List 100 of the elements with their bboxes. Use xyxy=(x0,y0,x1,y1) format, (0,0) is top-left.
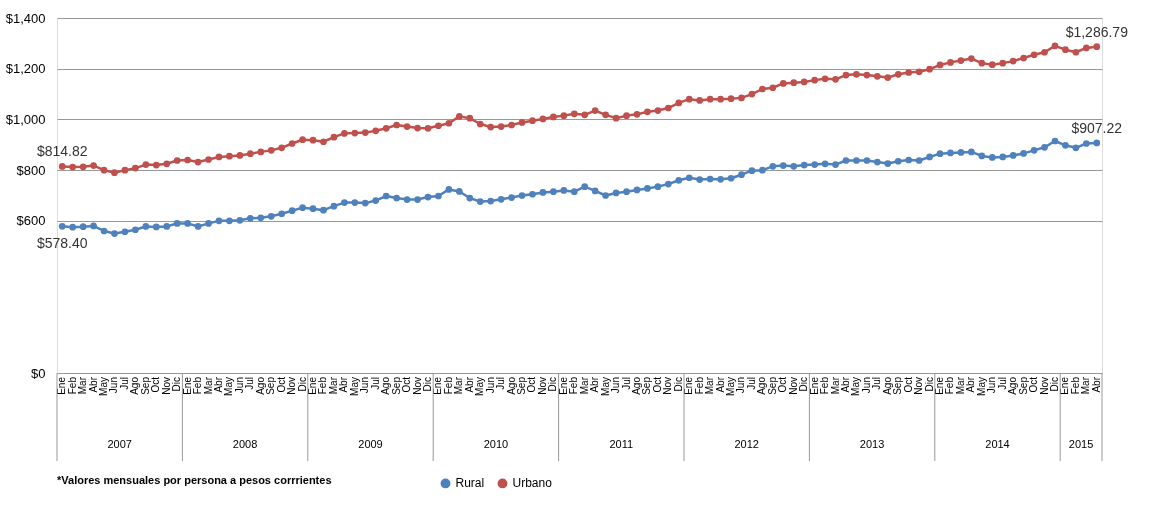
x-tick-label: May xyxy=(474,377,486,396)
x-tick-label: Jun xyxy=(860,377,872,394)
x-tick-label: Abr xyxy=(589,376,601,393)
x-tick-label: Mar xyxy=(327,376,339,395)
x-tick-label: Ago xyxy=(505,376,517,395)
x-tick-label: Feb xyxy=(192,376,204,395)
x-tick-label: Mar xyxy=(578,376,590,395)
y-tick-label: $1,400 xyxy=(5,10,46,26)
x-tick-label: Ene xyxy=(56,376,68,395)
x-tick-label: Ene xyxy=(683,376,695,395)
x-tick-label: Jun xyxy=(359,377,371,394)
x-tick-label: Dic xyxy=(296,377,308,392)
x-tick-label: Sep xyxy=(390,376,402,395)
x-tick-label: Nov xyxy=(160,377,172,395)
data-label: $1,286.79 xyxy=(1065,23,1129,40)
x-tick-label: Sep xyxy=(516,376,528,395)
x-tick-label: Ago xyxy=(1007,376,1019,395)
x-tick-label: Feb xyxy=(66,376,78,395)
x-tick-label: Jun xyxy=(233,377,245,394)
x-tick-label: Ago xyxy=(380,376,392,395)
x-tick-label: Dic xyxy=(421,377,433,392)
x-tick-label: Abr xyxy=(212,376,224,393)
text: 2009 xyxy=(358,438,383,450)
x-tick-label: Oct xyxy=(902,376,914,393)
x-tick-label: Ene xyxy=(1059,376,1071,395)
x-tick-label: Nov xyxy=(286,377,298,395)
x-tick-label: Mar xyxy=(202,376,214,395)
x-tick-label: May xyxy=(850,377,862,396)
x-tick-label: Dic xyxy=(1048,377,1060,392)
x-tick-label: Mar xyxy=(1080,376,1092,395)
x-tick-label: Oct xyxy=(1028,376,1040,393)
x-tick-label: May xyxy=(599,377,611,396)
y-tick-label: $800 xyxy=(16,162,46,178)
y-tick-label: $1,200 xyxy=(5,61,46,77)
x-tick-label: Jul xyxy=(118,377,130,390)
x-tick-label: Ago xyxy=(756,376,768,395)
x-tick-label: Abr xyxy=(87,376,99,393)
x-tick-label: Ene xyxy=(934,376,946,395)
x-tick-label: Nov xyxy=(787,377,799,395)
x-tick-label: Abr xyxy=(463,376,475,393)
x-tick-label: Ene xyxy=(808,376,820,395)
x-tick-label: Jul xyxy=(495,377,507,390)
legend-label: Rural xyxy=(455,476,485,491)
x-tick-label: Jul xyxy=(996,377,1008,390)
x-tick-label: Jun xyxy=(735,377,747,394)
x-tick-label: Abr xyxy=(965,376,977,393)
x-tick-label: Nov xyxy=(536,377,548,395)
x-tick-label: Oct xyxy=(777,376,789,393)
y-tick-label: $600 xyxy=(16,213,46,229)
x-tick-label: Mar xyxy=(954,376,966,395)
x-tick-label: Abr xyxy=(338,376,350,393)
legend-label: Urbano xyxy=(512,476,553,491)
y-tick-label: $0 xyxy=(31,365,46,381)
x-tick-label: Feb xyxy=(944,376,956,395)
x-tick-label: Nov xyxy=(662,377,674,395)
text: 2010 xyxy=(483,438,509,450)
x-tick-label: Nov xyxy=(913,377,925,395)
x-tick-label: May xyxy=(975,377,987,396)
x-tick-label: Oct xyxy=(275,376,287,393)
x-tick-label: Sep xyxy=(892,376,904,395)
x-tick-label: Oct xyxy=(401,376,413,393)
text: 2014 xyxy=(985,438,1010,450)
x-tick-label: Ene xyxy=(181,376,193,395)
text: 2007 xyxy=(107,438,132,450)
x-tick-label: Dic xyxy=(171,377,183,392)
x-tick-label: Jul xyxy=(620,377,632,390)
x-tick-label: Ene xyxy=(307,376,319,395)
x-tick-label: May xyxy=(725,377,737,396)
x-tick-label: Nov xyxy=(411,377,423,395)
x-tick-label: Abr xyxy=(1090,376,1102,393)
x-tick-label: Abr xyxy=(839,376,851,393)
x-tick-label: Ago xyxy=(881,376,893,395)
x-tick-label: Feb xyxy=(819,376,831,395)
x-tick-label: Nov xyxy=(1038,377,1050,395)
x-tick-label: Feb xyxy=(693,376,705,395)
x-tick-label: Jul xyxy=(745,377,757,390)
x-tick-label: Oct xyxy=(150,376,162,393)
x-tick-label: Oct xyxy=(651,376,663,393)
y-tick-label: $1,000 xyxy=(5,111,46,127)
x-tick-label: Ene xyxy=(432,376,444,395)
x-tick-label: Mar xyxy=(453,376,465,395)
x-tick-label: Jul xyxy=(244,377,256,390)
x-tick-label: May xyxy=(98,377,110,396)
x-tick-label: Feb xyxy=(568,376,580,395)
x-tick-label: Mar xyxy=(704,376,716,395)
data-label: $578.40 xyxy=(36,235,88,252)
text: 2012 xyxy=(734,438,759,450)
x-tick-label: Sep xyxy=(139,376,151,395)
text: 2011 xyxy=(609,438,634,450)
data-label: $814.82 xyxy=(36,143,88,160)
x-tick-label: Sep xyxy=(265,376,277,395)
x-tick-label: Jun xyxy=(610,377,622,394)
x-tick-label: Dic xyxy=(798,377,810,392)
x-tick-label: Jun xyxy=(108,377,120,394)
x-tick-label: Mar xyxy=(77,376,89,395)
x-tick-label: Dic xyxy=(672,377,684,392)
x-tick-label: Sep xyxy=(1017,376,1029,395)
text: 2013 xyxy=(859,438,885,450)
x-tick-label: Jul xyxy=(369,377,381,390)
x-tick-label: Feb xyxy=(1069,376,1081,395)
